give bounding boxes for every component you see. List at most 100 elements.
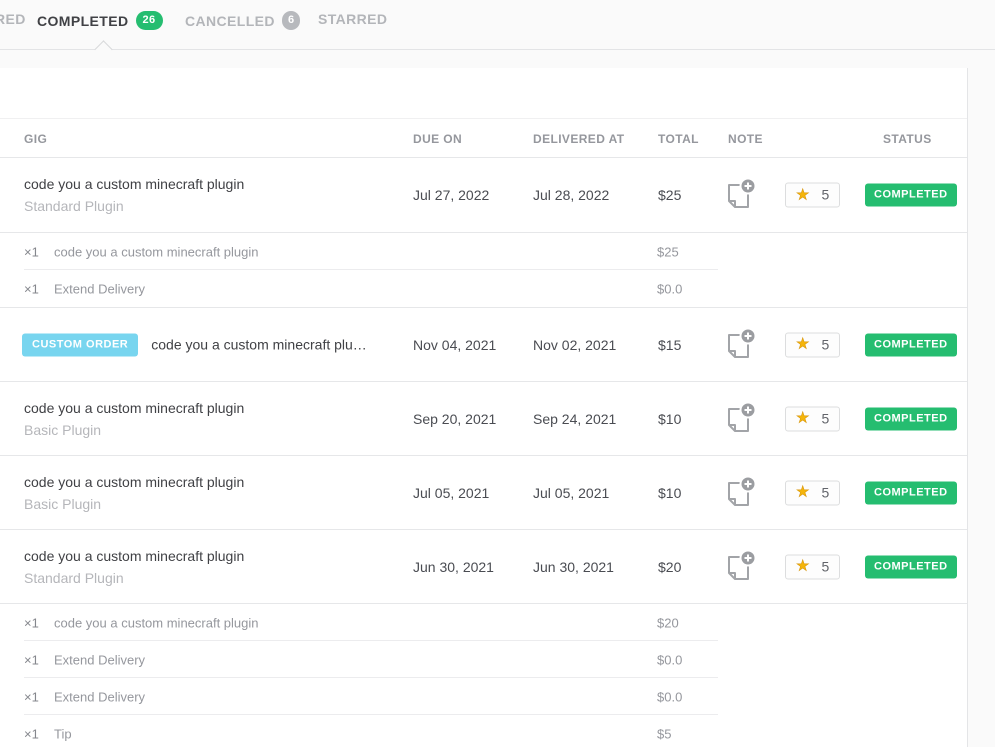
- gig-cell: code you a custom minecraft plugin Stand…: [24, 548, 244, 586]
- note-add-icon: [728, 549, 757, 580]
- item-quantity: ×1: [24, 244, 39, 259]
- item-name: Extend Delivery: [54, 281, 146, 296]
- add-note-button[interactable]: [725, 549, 757, 583]
- table-body: code you a custom minecraft plugin Stand…: [0, 158, 967, 747]
- item-name: Extend Delivery: [54, 652, 146, 667]
- tab-delivered-label: RED: [0, 11, 26, 27]
- order-row[interactable]: CUSTOM ORDER code you a custom minecraft…: [0, 308, 967, 382]
- rating-pill: ★ 5: [785, 480, 841, 505]
- item-quantity: ×1: [24, 726, 39, 741]
- add-note-button[interactable]: [725, 401, 757, 435]
- due-on-value: Sep 20, 2021: [413, 410, 497, 427]
- status-badge: COMPLETED: [865, 333, 957, 356]
- total-value: $10: [658, 410, 682, 427]
- order-row[interactable]: code you a custom minecraft plugin Basic…: [0, 456, 967, 530]
- item-name: code you a custom minecraft plugin: [54, 244, 259, 259]
- status-badge: COMPLETED: [865, 183, 957, 207]
- item-name: code you a custom minecraft plugin: [54, 615, 259, 630]
- due-on-value: Jul 05, 2021: [413, 484, 490, 501]
- column-header-total: TOTAL: [658, 132, 699, 146]
- delivered-at-value: Jul 05, 2021: [533, 484, 610, 501]
- cancelled-count-badge: 6: [281, 11, 301, 30]
- rating-value: 5: [821, 336, 830, 352]
- delivered-at-value: Nov 02, 2021: [533, 336, 617, 353]
- note-add-icon: [728, 177, 757, 208]
- column-header-delivered-at: DELIVERED AT: [533, 132, 625, 146]
- gig-cell: code you a custom minecraft plugin Basic…: [24, 474, 244, 512]
- gig-title-link[interactable]: code you a custom minecraft plugin: [24, 547, 245, 564]
- tab-starred[interactable]: STARRED: [318, 11, 387, 27]
- rating-value: 5: [821, 558, 830, 574]
- rating-pill: ★ 5: [785, 182, 841, 208]
- gig-package-label: Standard Plugin: [24, 198, 124, 214]
- total-value: $20: [658, 558, 682, 575]
- tab-completed-label: COMPLETED: [37, 12, 129, 29]
- rating-pill: ★ 5: [785, 554, 841, 579]
- item-price: $0.0: [657, 652, 683, 667]
- rating-pill: ★ 5: [785, 406, 841, 431]
- rating-value: 5: [821, 410, 830, 426]
- star-icon: ★: [796, 483, 810, 501]
- table-header-row: GIG DUE ON DELIVERED AT TOTAL NOTE STATU…: [0, 118, 967, 158]
- item-quantity: ×1: [24, 652, 39, 667]
- total-value: $10: [658, 484, 682, 501]
- gig-title-link[interactable]: code you a custom minecraft plu…: [151, 336, 367, 353]
- due-on-value: Jul 27, 2022: [413, 187, 490, 203]
- gig-package-label: Basic Plugin: [24, 495, 102, 512]
- gig-title-link[interactable]: code you a custom minecraft plugin: [24, 399, 245, 416]
- item-quantity: ×1: [24, 281, 39, 296]
- delivered-at-value: Sep 24, 2021: [533, 410, 617, 427]
- total-value: $15: [658, 336, 682, 353]
- order-item-row: ×1 code you a custom minecraft plugin $2…: [0, 604, 967, 641]
- tab-delivered-partial[interactable]: RED: [0, 11, 26, 27]
- item-price: $5: [657, 726, 672, 741]
- add-note-button[interactable]: [725, 327, 757, 361]
- delivered-at-value: Jun 30, 2021: [533, 558, 614, 575]
- item-price: $25: [657, 244, 679, 259]
- tab-completed[interactable]: COMPLETED 26: [37, 11, 163, 30]
- star-icon: ★: [796, 186, 810, 203]
- add-note-button[interactable]: [725, 475, 757, 509]
- order-item-row: ×1 Tip $5: [0, 715, 967, 747]
- column-header-gig: GIG: [24, 132, 48, 146]
- order-row[interactable]: code you a custom minecraft plugin Stand…: [0, 530, 967, 604]
- tab-cancelled[interactable]: CANCELLED 6: [185, 11, 301, 30]
- rating-pill: ★ 5: [785, 332, 841, 357]
- order-item-row: ×1 Extend Delivery $0.0: [0, 641, 967, 678]
- order-item-row: ×1 Extend Delivery $0.0: [0, 270, 967, 308]
- column-header-due-on: DUE ON: [413, 132, 463, 146]
- status-badge: COMPLETED: [865, 481, 957, 504]
- order-item-row: ×1 code you a custom minecraft plugin $2…: [0, 233, 967, 270]
- status-badge: COMPLETED: [865, 407, 957, 430]
- item-quantity: ×1: [24, 615, 39, 630]
- status-badge: COMPLETED: [865, 555, 957, 578]
- item-quantity: ×1: [24, 689, 39, 704]
- gig-package-label: Standard Plugin: [24, 569, 124, 586]
- tab-cancelled-label: CANCELLED: [185, 12, 275, 29]
- gig-title-link[interactable]: code you a custom minecraft plugin: [24, 473, 245, 490]
- gig-cell: CUSTOM ORDER code you a custom minecraft…: [22, 333, 367, 356]
- gig-title-link[interactable]: code you a custom minecraft plugin: [24, 176, 245, 192]
- total-value: $25: [658, 187, 682, 203]
- due-on-value: Nov 04, 2021: [413, 336, 497, 353]
- gig-cell: code you a custom minecraft plugin Basic…: [24, 400, 244, 438]
- delivered-at-value: Jul 28, 2022: [533, 187, 610, 203]
- add-note-button[interactable]: [725, 177, 757, 211]
- order-row[interactable]: code you a custom minecraft plugin Basic…: [0, 382, 967, 456]
- completed-count-badge: 26: [135, 11, 163, 30]
- star-icon: ★: [796, 335, 810, 353]
- orders-tab-bar: RED COMPLETED 26 CANCELLED 6 STARRED: [0, 0, 995, 50]
- note-add-icon: [728, 327, 757, 358]
- item-name: Extend Delivery: [54, 689, 146, 704]
- item-price: $20: [657, 615, 679, 630]
- rating-value: 5: [821, 186, 830, 203]
- star-icon: ★: [796, 409, 810, 427]
- gig-package-label: Basic Plugin: [24, 421, 102, 438]
- custom-order-badge: CUSTOM ORDER: [22, 333, 139, 356]
- tab-starred-label: STARRED: [318, 11, 388, 27]
- note-add-icon: [728, 401, 757, 432]
- item-price: $0.0: [657, 281, 683, 296]
- order-row[interactable]: code you a custom minecraft plugin Stand…: [0, 158, 967, 233]
- item-name: Tip: [54, 726, 72, 741]
